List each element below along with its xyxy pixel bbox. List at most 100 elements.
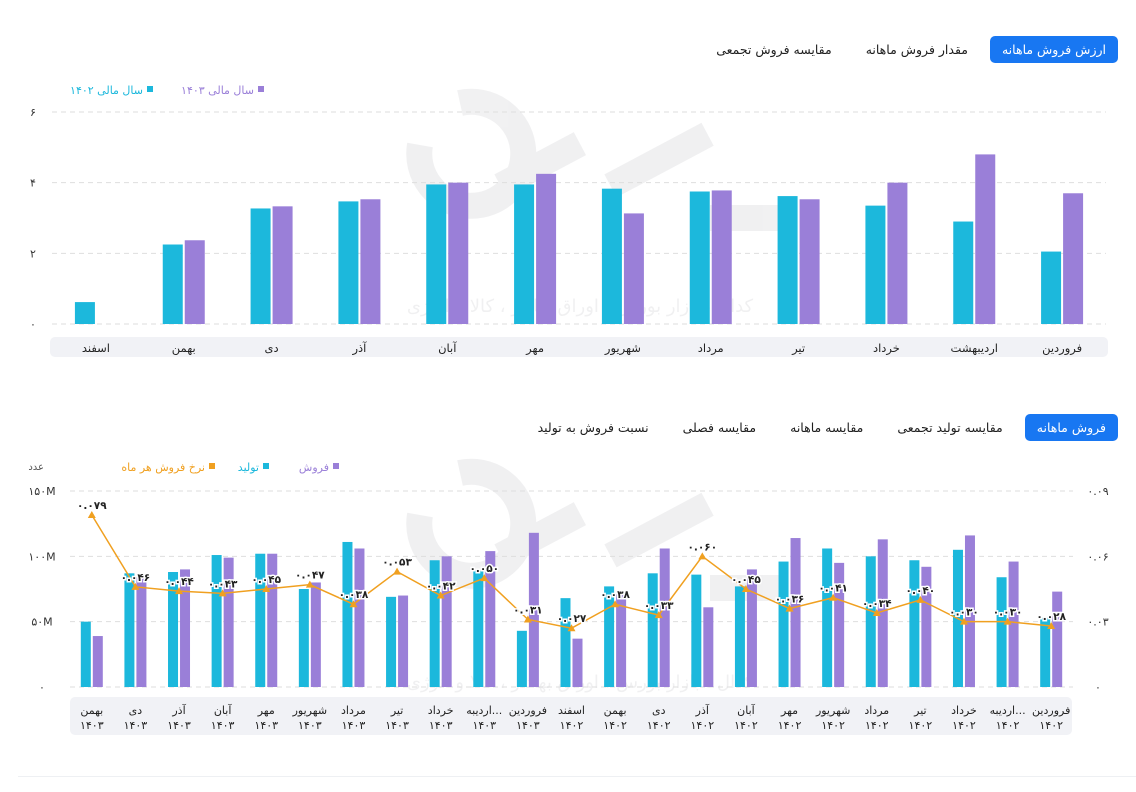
bar-1403 [975,154,996,324]
rate-point [349,600,358,608]
rate-point [218,589,227,597]
rate-data-label: ۰.۰۳۸ [600,589,630,601]
tab-sales-quantity[interactable]: مقدار فروش ماهانه [854,36,980,63]
rate-point [611,600,620,608]
x-tick-label: خرداد [873,341,900,356]
bar-production [647,573,658,687]
x-tick-label: اردیبه... [990,704,1026,717]
tab-cumulative-production[interactable]: مقایسه تولید تجمعی [885,414,1014,441]
x-tick-year: ۱۴۰۳ [254,719,278,732]
rate-line [91,514,1052,629]
x-tick-label: آبان [737,703,755,717]
x-tick-year: ۱۴۰۳ [429,719,453,732]
rate-data-label: ۰.۰۴۵ [251,574,281,586]
legend-swatch [263,463,269,469]
x-tick-label: مرداد [864,704,889,717]
x-tick-label: تیر [791,341,805,356]
rate-data-label: ۰.۰۲۸ [1036,611,1066,623]
bar-production [560,598,571,687]
x-tick-label: آبان [438,341,457,355]
x-tick-label: خرداد [951,704,977,717]
rate-data-label: ۰.۰۳۰ [949,607,979,619]
tab-monthly-comparison[interactable]: مقایسه ماهانه [778,414,875,441]
bar-production [298,589,309,687]
x-tick-year: ۱۴۰۲ [647,719,671,732]
bar-production [996,577,1007,687]
x-tick-year: ۱۴۰۳ [124,719,148,732]
bar-1403 [360,199,381,324]
x-tick-label: شهریور [292,704,327,717]
bar-1402 [162,244,183,324]
x-tick-label: تیر [913,704,926,717]
tab-seasonal-comparison[interactable]: مقایسه فصلی [671,414,769,441]
rate-point [872,608,881,616]
tab-monthly-sales[interactable]: فروش ماهانه [1024,414,1118,441]
legend-label: سال مالی ۱۴۰۳ [181,84,254,97]
x-tick-label: دی [129,704,143,717]
x-tick-label: شهریور [815,704,850,717]
rate-data-label: ۰.۰۷۹ [77,500,107,512]
x-tick-label: اسفند [82,341,110,355]
x-tick-label: فروردین [509,704,547,717]
bar-production [168,572,179,687]
rate-data-label: ۰.۰۴۲ [426,581,456,593]
rate-point [393,567,402,575]
bar-sales [790,538,801,687]
bar-1402 [865,205,886,324]
bar-1403 [711,190,732,324]
top-tab-bar: ارزش فروش ماهانه مقدار فروش ماهانه مقایس… [704,36,1118,63]
bar-1403 [1063,193,1084,324]
x-tick-label: خرداد [428,704,454,717]
bar-1402 [250,208,271,324]
rate-data-label: ۰.۰۳۳ [644,600,674,612]
bar-1402 [777,196,798,324]
rate-data-label: ۰.۰۴۶ [121,572,151,584]
rate-point [698,552,707,560]
bar-production [691,574,702,687]
x-tick-label: دی [652,704,666,717]
x-tick-year: ۱۴۰۳ [167,719,191,732]
x-axis-band [50,337,1108,357]
bar-1402 [338,201,359,324]
watermark-text: کدال ، بازار بورس ، اوراق بهادار ، کالا … [407,296,754,317]
rate-data-label: ۰.۰۴۳ [208,578,238,590]
bar-sales [834,562,845,687]
legend-label: فروش [299,461,329,474]
x-tick-label: بهمن [172,341,196,356]
bar-1403 [448,182,469,324]
rate-data-label: ۰.۰۵۳ [382,557,412,569]
bar-sales [485,551,496,687]
legend-swatch [333,463,339,469]
bar-production [386,596,397,687]
bar-1403 [887,182,908,324]
x-tick-label: مرداد [341,704,366,717]
bar-1402 [514,184,535,324]
chart1-legend: سال مالی ۱۴۰۳ سال مالی ۱۴۰۲ [70,84,264,97]
bar-1402 [1041,251,1062,324]
tab-sales-value[interactable]: ارزش فروش ماهانه [989,36,1118,63]
legend-swatch [209,463,215,469]
rate-point [785,604,794,612]
bottom-tab-bar: فروش ماهانه مقایسه تولید تجمعی مقایسه ما… [526,414,1118,441]
bar-1402 [689,191,710,324]
watermark-bar [710,575,780,601]
watermark-bar [494,132,587,198]
x-tick-label: مهر [525,341,544,356]
rate-point [436,591,445,599]
x-tick-label: فروردین [1032,704,1070,717]
bar-sales [1052,591,1063,687]
bar-production [604,586,615,687]
bar-sales [659,548,670,687]
rate-data-label: ۰.۰۳۰ [993,607,1023,619]
bar-sales [703,607,714,687]
rate-data-label: ۰.۰۶۰ [688,541,718,553]
bar-production [865,556,876,687]
x-tick-label: بهمن [604,704,627,717]
x-tick-year: ۱۴۰۳ [516,719,540,732]
x-tick-year: ۱۴۰۲ [909,719,933,732]
y-tick-label: ۲ [30,247,36,260]
tab-sales-production-ratio[interactable]: نسبت فروش به تولید [526,414,661,441]
bar-1402 [601,188,622,324]
bar-production [342,541,353,687]
tab-cumulative-sales[interactable]: مقایسه فروش تجمعی [704,36,844,63]
